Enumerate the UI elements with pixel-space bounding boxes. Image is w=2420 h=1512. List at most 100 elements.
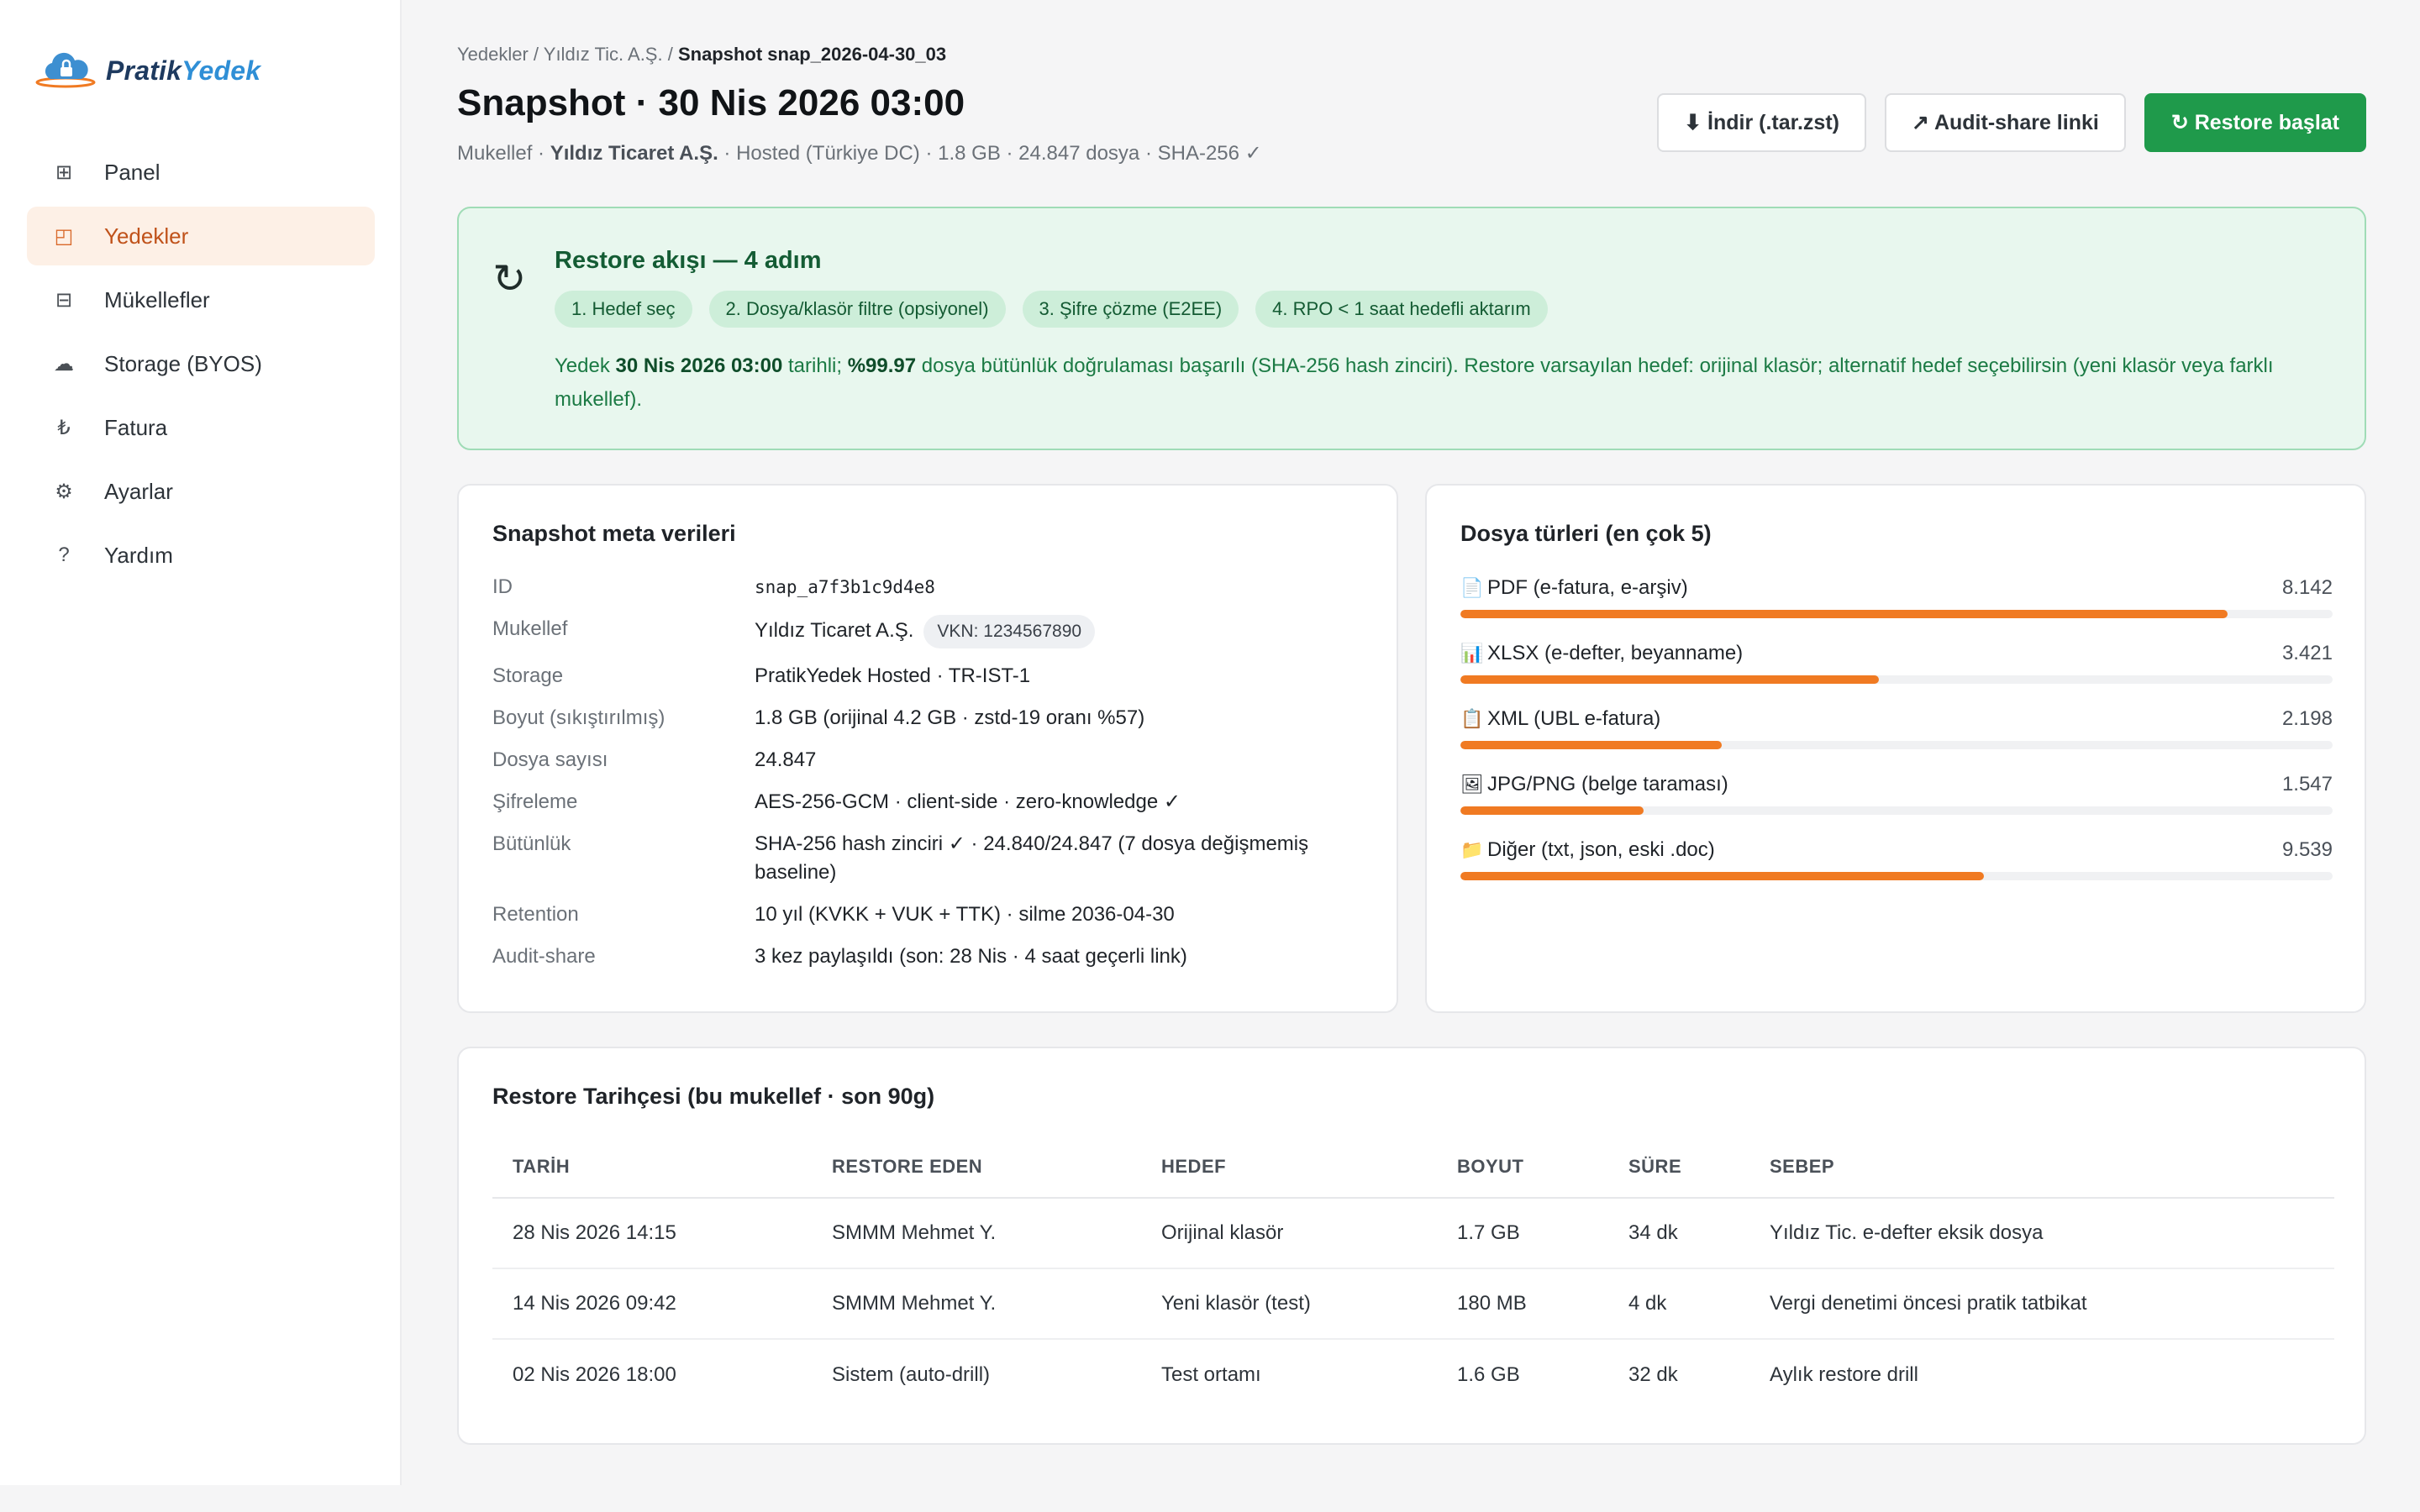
sidebar-item-yardim[interactable]: ? Yardım (27, 526, 375, 585)
breadcrumb: Yedekler / Yıldız Tic. A.Ş. / Snapshot s… (457, 44, 946, 66)
restore-steps: 1. Hedef seç 2. Dosya/klasör filtre (ops… (555, 291, 1548, 328)
lira-icon: ₺ (57, 416, 71, 439)
sidebar-item-ayarlar[interactable]: ⚙ Ayarlar (27, 462, 375, 521)
cell-date: 02 Nis 2026 18:00 (513, 1362, 676, 1386)
file-type-row: 📊 XLSX (e-defter, beyanname) 3.421 (1460, 642, 2333, 707)
cloud-icon: ☁ (54, 352, 74, 375)
breadcrumb-mukellef[interactable]: Yıldız Tic. A.Ş. (543, 44, 663, 65)
audit-share-button[interactable]: ↗ Audit-share linki (1884, 93, 2126, 152)
sidebar-item-label: Yedekler (104, 223, 189, 249)
restore-step-2: 2. Dosya/klasör filtre (opsiyonel) (708, 291, 1006, 328)
sidebar-item-label: Storage (BYOS) (104, 350, 262, 376)
sidebar-item-storage[interactable]: ☁ Storage (BYOS) (27, 334, 375, 393)
restore-step-3: 3. Şifre çözme (E2EE) (1022, 291, 1239, 328)
sidebar-item-label: Yardım (104, 542, 173, 568)
sidebar-nav: ⊞ Panel ◰ Yedekler ⊟ Mükellefler ☁ Storage (… (27, 143, 375, 590)
file-type-bar-track (1460, 872, 2333, 880)
refresh-icon: ↻ (492, 257, 527, 302)
spreadsheet-icon: 📊 (1460, 643, 1484, 664)
file-type-bar (1460, 806, 1644, 815)
cell-restored-by: SMMM Mehmet Y. (812, 1268, 1141, 1340)
column-header-size: BOYUT (1437, 1136, 1608, 1199)
pdf-file-icon: 📄 (1460, 577, 1484, 598)
file-type-count: 9.539 (2281, 838, 2333, 861)
sidebar-item-label: Ayarlar (104, 478, 173, 504)
page-subtitle: Mukellef · Yıldız Ticaret A.Ş. · Hosted … (457, 142, 1262, 165)
cell-size: 1.7 GB (1437, 1198, 1608, 1269)
restore-flow-title: Restore akışı — 4 adım (555, 247, 822, 274)
restore-history-table: TARİH RESTORE EDEN HEDEF BOYUT SÜRE SEBE… (492, 1136, 2334, 1410)
cell-target: Yeni klasör (test) (1141, 1268, 1437, 1340)
file-type-count: 8.142 (2281, 576, 2333, 599)
restore-flow-description: Yedek 30 Nis 2026 03:00 tarihli; %99.97 … (555, 354, 2274, 411)
table-row[interactable]: 14 Nis 2026 09:42 SMMM Mehmet Y. Yeni kl… (492, 1268, 2334, 1340)
page-title: Snapshot · 30 Nis 2026 03:00 (457, 82, 965, 123)
meta-row-retention: Retention 10 yıl (KVKK + VUK + TTK) · sil… (492, 903, 1175, 926)
column-header-reason: SEBEP (1749, 1136, 2334, 1199)
column-header-target: HEDEF (1141, 1136, 1437, 1199)
sidebar-item-label: Mükellefler (104, 286, 210, 312)
restore-flow-banner: ↻ Restore akışı — 4 adım 1. Hedef seç 2.… (457, 207, 2366, 450)
gear-icon: ⚙ (55, 480, 73, 503)
meta-row-id: ID snap_a7f3b1c9d4e8 (492, 573, 1366, 601)
clipboard-icon: 📋 (1460, 708, 1484, 729)
table-row[interactable]: 28 Nis 2026 14:15 SMMM Mehmet Y. Orijina… (492, 1198, 2334, 1269)
sidebar-item-mukellefler[interactable]: ⊟ Mükellefler (27, 270, 375, 329)
meta-row-size: Boyut (sıkıştırılmış) 1.8 GB (orijinal 4.… (492, 706, 1145, 729)
file-type-bar-track (1460, 741, 2333, 749)
meta-row-file-count: Dosya sayısı 24.847 (492, 748, 817, 771)
sidebar-item-panel[interactable]: ⊞ Panel (27, 143, 375, 202)
folder-icon: 📁 (1460, 839, 1484, 860)
column-header-restored-by: RESTORE EDEN (812, 1136, 1141, 1199)
cell-target: Orijinal klasör (1141, 1198, 1437, 1269)
cell-reason: Aylık restore drill (1770, 1362, 1918, 1386)
brand-logo[interactable]: PratikYedek (34, 47, 260, 94)
file-type-row: 📁 Diğer (txt, json, eski .doc) 9.539 (1460, 838, 2333, 904)
sidebar-item-label: Panel (104, 159, 160, 185)
file-type-row: 🖼 JPG/PNG (belge taraması) 1.547 (1460, 773, 2333, 838)
subtitle-company: Yıldız Ticaret A.Ş. (550, 142, 718, 165)
brand-name: PratikYedek (106, 55, 261, 86)
meta-row-storage: Storage PratikYedek Hosted · TR-IST-1 (492, 664, 1031, 687)
help-icon: ? (58, 543, 70, 566)
cell-date: 28 Nis 2026 14:15 (492, 1198, 812, 1269)
sidebar-item-fatura[interactable]: ₺ Fatura (27, 398, 375, 457)
list-icon: ⊟ (55, 288, 73, 312)
file-types-list: 📄 PDF (e-fatura, e-arşiv) 8.142 📊 XLSX (e-d… (1460, 576, 2333, 904)
file-types-title: Dosya türleri (en çok 5) (1460, 521, 1712, 546)
file-type-count: 2.198 (2281, 707, 2333, 730)
file-types-card: Dosya türleri (en çok 5) 📄 PDF (e-fatura,… (1425, 484, 2366, 1013)
restore-step-4: 4. RPO < 1 saat hedefli aktarım (1255, 291, 1548, 328)
breadcrumb-separator: / (662, 44, 678, 65)
download-button[interactable]: ⬇ İndir (.tar.zst) (1657, 93, 1866, 152)
file-type-bar (1460, 610, 2228, 618)
restore-history-title: Restore Tarihçesi (bu mukellef · son 90g… (492, 1084, 935, 1109)
cell-reason: Vergi denetimi öncesi pratik tatbikat (1749, 1268, 2334, 1340)
cell-restored-by: Sistem (auto-drill) (832, 1362, 991, 1386)
snapshot-meta-list: ID snap_a7f3b1c9d4e8 Mukellef Yıldız Ticar… (492, 573, 1366, 984)
file-type-row: 📄 PDF (e-fatura, e-arşiv) 8.142 (1460, 576, 2333, 642)
breadcrumb-separator: / (528, 44, 544, 65)
cell-size: 1.6 GB (1457, 1362, 1520, 1386)
cell-target: Test ortamı (1161, 1362, 1261, 1386)
breadcrumb-current: Snapshot snap_2026-04-30_03 (677, 44, 947, 65)
breadcrumb-yedekler[interactable]: Yedekler (457, 44, 529, 65)
restore-start-button[interactable]: ↻ Restore başlat (2144, 93, 2366, 152)
file-type-row: 📋 XML (UBL e-fatura) 2.198 (1460, 707, 2333, 773)
file-type-bar (1460, 872, 1984, 880)
cell-reason: Yıldız Tic. e-defter eksik dosya (1749, 1198, 2334, 1269)
sidebar: PratikYedek ⊞ Panel ◰ Yedekler ⊟ Mükellefle… (0, 0, 402, 1485)
file-type-bar-track (1460, 806, 2333, 815)
header-actions: ⬇ İndir (.tar.zst) ↗ Audit-share linki ↻… (1657, 93, 2366, 152)
sidebar-item-label: Fatura (104, 414, 168, 440)
file-type-count: 1.547 (2281, 773, 2333, 795)
sidebar-item-yedekler[interactable]: ◰ Yedekler (27, 207, 375, 265)
cell-duration: 32 dk (1628, 1362, 1678, 1386)
file-type-bar-track (1460, 610, 2333, 618)
grid-icon: ⊞ (55, 160, 73, 184)
table-row[interactable]: 02 Nis 2026 18:00 Sistem (auto-drill) Te… (492, 1339, 2334, 1410)
restore-history-card: Restore Tarihçesi (bu mukellef · son 90g… (457, 1047, 2366, 1445)
cell-duration: 34 dk (1608, 1198, 1749, 1269)
restore-step-1: 1. Hedef seç (555, 291, 692, 328)
cloud-lock-icon (35, 52, 96, 88)
